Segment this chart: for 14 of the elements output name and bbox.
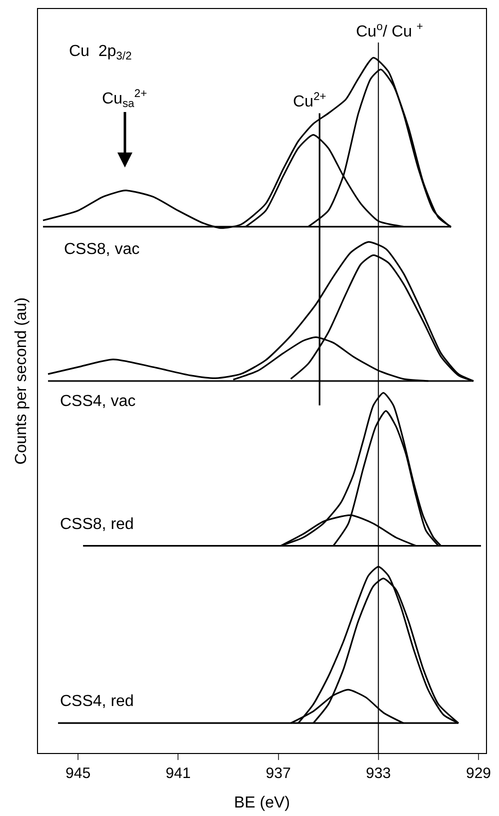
annotation: CSS4, vac: [60, 393, 136, 410]
annotation: CSS4, red: [60, 693, 134, 710]
x-tick-label: 941: [166, 765, 191, 782]
x-tick-label: 933: [366, 765, 391, 782]
x-axis-title: BE (eV): [234, 794, 290, 812]
annotation: CSS8, red: [60, 516, 134, 533]
annotation: Cu 2p$_{3/2}$: [69, 43, 132, 62]
x-tick-label: 929: [466, 765, 492, 782]
text: Cu$^{o}$/ Cu $^{+}$: [356, 21, 424, 41]
annotation: CSS8, vac: [64, 241, 140, 258]
y-axis-title: Counts per second (au): [12, 297, 30, 465]
x-tick-label: 945: [66, 765, 91, 782]
x-tick-label: 937: [266, 765, 291, 782]
annotation: Cu$^{2+}$: [293, 91, 326, 111]
